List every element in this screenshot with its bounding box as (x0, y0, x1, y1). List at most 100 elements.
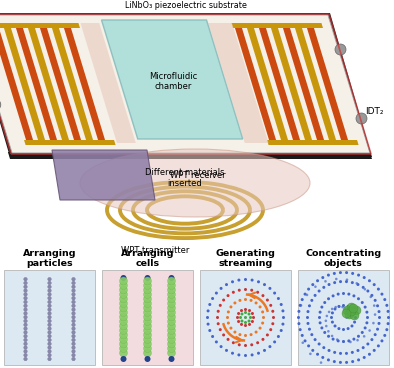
Circle shape (308, 304, 311, 307)
Circle shape (216, 316, 219, 319)
Circle shape (143, 318, 152, 326)
Polygon shape (233, 23, 277, 145)
Circle shape (373, 349, 376, 352)
Circle shape (143, 277, 152, 285)
Circle shape (269, 328, 272, 331)
Circle shape (248, 323, 251, 326)
Circle shape (219, 328, 222, 331)
Circle shape (321, 356, 324, 359)
Circle shape (345, 361, 348, 364)
Circle shape (373, 283, 376, 286)
Circle shape (244, 334, 247, 337)
Circle shape (374, 299, 377, 302)
Circle shape (206, 316, 209, 319)
Circle shape (169, 356, 175, 362)
Polygon shape (208, 23, 269, 143)
Circle shape (262, 316, 265, 319)
Circle shape (24, 296, 27, 300)
Circle shape (306, 316, 309, 319)
Circle shape (387, 322, 390, 325)
Circle shape (347, 303, 356, 312)
Circle shape (333, 272, 336, 275)
Circle shape (48, 281, 51, 285)
Polygon shape (281, 23, 325, 145)
Circle shape (169, 275, 175, 281)
Circle shape (215, 291, 218, 294)
Circle shape (24, 342, 27, 346)
Text: Different materials
inserted: Different materials inserted (145, 168, 225, 188)
Circle shape (167, 295, 175, 303)
Polygon shape (26, 23, 71, 145)
Circle shape (119, 313, 128, 321)
Circle shape (119, 277, 128, 285)
Circle shape (383, 334, 386, 337)
Circle shape (362, 286, 365, 289)
Circle shape (72, 293, 75, 296)
Circle shape (271, 322, 274, 325)
Text: Microfluidic
chamber: Microfluidic chamber (149, 71, 198, 91)
Circle shape (376, 304, 379, 307)
Circle shape (333, 325, 336, 328)
Circle shape (320, 305, 323, 309)
Circle shape (72, 323, 75, 327)
Circle shape (372, 322, 375, 325)
Circle shape (72, 338, 75, 342)
Circle shape (229, 305, 232, 308)
Circle shape (48, 342, 51, 346)
Circle shape (251, 320, 254, 323)
Circle shape (119, 326, 128, 335)
Circle shape (119, 322, 128, 330)
Circle shape (327, 283, 331, 286)
Circle shape (48, 312, 51, 315)
Polygon shape (15, 23, 59, 145)
Circle shape (269, 304, 272, 307)
Circle shape (339, 361, 342, 364)
Circle shape (255, 330, 258, 333)
Circle shape (0, 99, 1, 110)
Circle shape (309, 353, 312, 355)
Circle shape (345, 316, 348, 319)
Circle shape (370, 296, 372, 298)
Circle shape (24, 357, 27, 361)
Circle shape (263, 349, 266, 352)
Circle shape (342, 328, 345, 331)
Circle shape (233, 330, 236, 333)
Circle shape (145, 356, 151, 362)
Circle shape (48, 308, 51, 311)
Circle shape (376, 328, 379, 331)
Circle shape (339, 280, 342, 283)
Circle shape (335, 278, 338, 280)
Circle shape (307, 310, 310, 313)
Circle shape (72, 281, 75, 285)
Circle shape (281, 309, 284, 312)
Circle shape (277, 335, 280, 338)
Circle shape (357, 349, 359, 352)
Circle shape (238, 353, 240, 357)
Circle shape (327, 358, 330, 361)
Circle shape (266, 333, 269, 336)
Circle shape (119, 290, 128, 298)
Circle shape (72, 353, 75, 357)
Circle shape (48, 323, 51, 327)
Circle shape (343, 306, 352, 315)
Circle shape (240, 319, 243, 322)
Circle shape (222, 298, 225, 301)
Circle shape (363, 356, 366, 359)
Circle shape (357, 273, 360, 277)
Circle shape (327, 349, 331, 352)
Circle shape (248, 309, 251, 312)
Circle shape (328, 311, 331, 313)
Circle shape (374, 333, 377, 336)
Circle shape (350, 311, 359, 320)
Circle shape (119, 340, 128, 348)
Circle shape (244, 308, 247, 311)
Circle shape (357, 283, 359, 286)
Circle shape (357, 335, 360, 338)
Circle shape (319, 321, 322, 324)
Circle shape (297, 322, 300, 325)
Circle shape (332, 337, 335, 341)
Circle shape (336, 293, 340, 296)
Circle shape (119, 304, 128, 312)
Circle shape (119, 286, 128, 294)
Circle shape (327, 330, 330, 333)
